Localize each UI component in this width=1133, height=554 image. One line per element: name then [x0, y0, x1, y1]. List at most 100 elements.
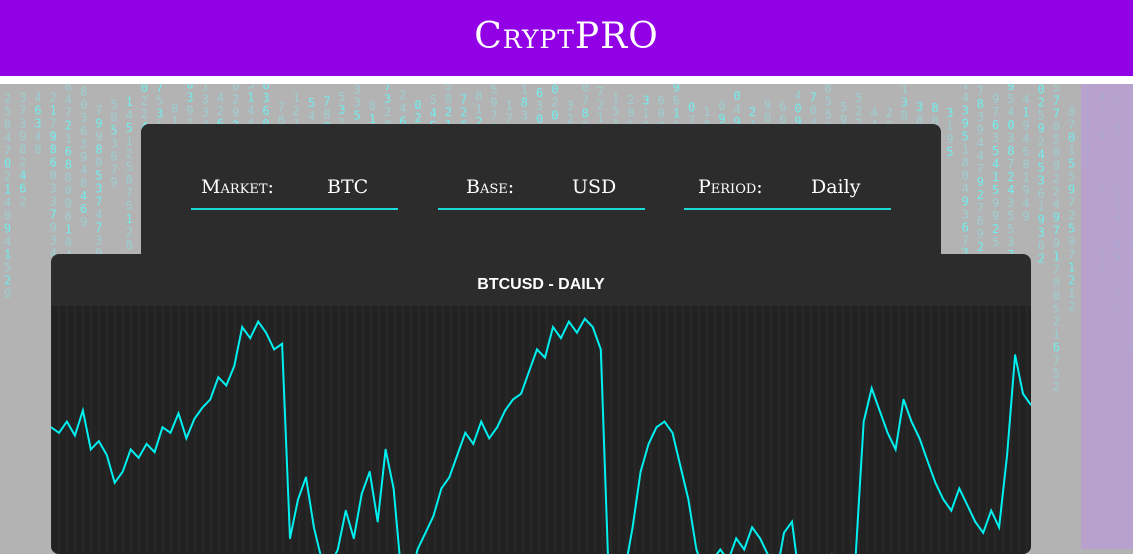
- matrix-digit: 0: [551, 108, 558, 122]
- matrix-digit: 0: [962, 168, 969, 182]
- matrix-digit: 1: [992, 170, 999, 184]
- matrix-digit: 3: [80, 137, 87, 151]
- price-point: [281, 343, 283, 345]
- matrix-digit: 7: [460, 92, 467, 106]
- matrix-digit: 4: [1022, 196, 1029, 210]
- base-value[interactable]: USD: [572, 176, 617, 198]
- matrix-digit: 1: [1022, 105, 1029, 119]
- price-point: [305, 476, 307, 478]
- price-point: [177, 412, 180, 415]
- price-point: [209, 398, 212, 401]
- matrix-digit: 3: [977, 110, 984, 124]
- matrix-digit: 0: [794, 102, 801, 116]
- matrix-digit: 2: [399, 89, 406, 103]
- matrix-digit: 5: [95, 169, 102, 183]
- price-point: [631, 526, 634, 529]
- matrix-digit: 3: [354, 96, 361, 110]
- matrix-digit: 1: [293, 91, 300, 105]
- matrix-digit: 7: [1053, 262, 1060, 276]
- matrix-digit: 7: [156, 84, 163, 95]
- matrix-digit: 7: [962, 246, 969, 260]
- matrix-digit: 2: [1038, 134, 1045, 148]
- matrix-digit: 1: [901, 84, 908, 97]
- matrix-digit: 4: [1038, 147, 1045, 161]
- matrix-digit: 6: [673, 94, 680, 108]
- price-point: [201, 406, 204, 409]
- matrix-digit: 2: [232, 93, 239, 107]
- matrix-digit: 8: [475, 89, 482, 103]
- market-value[interactable]: BTC: [327, 176, 369, 198]
- matrix-digit: 9: [1038, 121, 1045, 135]
- market-field[interactable]: Market: BTC: [191, 174, 398, 210]
- price-chart: [51, 306, 1031, 554]
- matrix-digit: 5: [612, 104, 619, 118]
- matrix-digit: 4: [1022, 131, 1029, 145]
- matrix-digit: 9: [673, 84, 680, 95]
- matrix-digit: 1: [506, 98, 513, 112]
- matrix-digit: 2: [19, 155, 26, 169]
- matrix-digit: 5: [855, 91, 862, 105]
- matrix-digit: 6: [262, 104, 269, 118]
- matrix-digit: 3: [642, 94, 649, 108]
- matrix-digit: 7: [95, 221, 102, 235]
- matrix-digit: 4: [4, 196, 11, 210]
- matrix-digit: 3: [186, 91, 193, 105]
- matrix-digit: 7: [95, 195, 102, 209]
- matrix-digit: 8: [931, 101, 938, 115]
- price-point: [121, 470, 124, 473]
- price-point: [950, 509, 953, 512]
- price-point: [169, 432, 172, 434]
- price-point: [759, 537, 761, 540]
- price-point: [456, 454, 459, 456]
- app-header: CryptPRO: [0, 0, 1133, 76]
- matrix-digit: 4: [95, 208, 102, 222]
- matrix-digit: 5: [992, 183, 999, 197]
- matrix-digit: 5: [1007, 209, 1014, 223]
- base-field[interactable]: Base: USD: [438, 174, 645, 210]
- matrix-digit: 6: [110, 149, 117, 163]
- matrix-digit: 4: [1022, 92, 1029, 106]
- price-point: [926, 459, 929, 462]
- matrix-digit: 0: [232, 84, 239, 94]
- matrix-digit: 7: [992, 105, 999, 119]
- matrix-digit: 0: [1007, 118, 1014, 132]
- price-series-line: [51, 317, 1031, 554]
- price-point: [440, 487, 443, 490]
- period-value[interactable]: Daily: [811, 176, 861, 198]
- price-point: [257, 320, 259, 323]
- matrix-digit: 2: [141, 94, 148, 108]
- matrix-digit: 6: [34, 104, 41, 118]
- matrix-digit: 0: [445, 92, 452, 106]
- period-field[interactable]: Period: Daily: [684, 174, 891, 210]
- matrix-digit: 0: [718, 99, 725, 113]
- matrix-digit: 4: [1053, 197, 1060, 211]
- matrix-digit: 5: [110, 97, 117, 111]
- matrix-digit: 5: [490, 84, 497, 97]
- matrix-digit: 3: [202, 93, 209, 107]
- matrix-digit: 7: [810, 91, 817, 105]
- price-point: [934, 482, 937, 484]
- matrix-digit: 4: [992, 157, 999, 171]
- price-point: [289, 537, 291, 540]
- matrix-digit: 1: [703, 105, 710, 119]
- price-point: [193, 418, 196, 420]
- matrix-digit: 9: [1022, 183, 1029, 197]
- matrix-digit: 5: [840, 100, 847, 114]
- matrix-digit: 4: [870, 105, 877, 119]
- price-point: [910, 420, 913, 423]
- price-point: [982, 532, 984, 534]
- price-point: [918, 437, 921, 440]
- matrix-digit: 1: [186, 117, 193, 131]
- matrix-digit: 3: [962, 103, 969, 117]
- price-point: [600, 348, 602, 351]
- matrix-digit: 8: [1053, 275, 1060, 289]
- price-point: [297, 498, 299, 501]
- matrix-digit: 5: [126, 199, 133, 213]
- price-point: [576, 331, 578, 334]
- price-point: [225, 384, 228, 387]
- matrix-digit: 3: [110, 136, 117, 150]
- matrix-digit: 3: [521, 109, 528, 123]
- price-point: [145, 443, 148, 445]
- matrix-digit: 7: [688, 114, 695, 128]
- matrix-digit: 9: [4, 287, 11, 301]
